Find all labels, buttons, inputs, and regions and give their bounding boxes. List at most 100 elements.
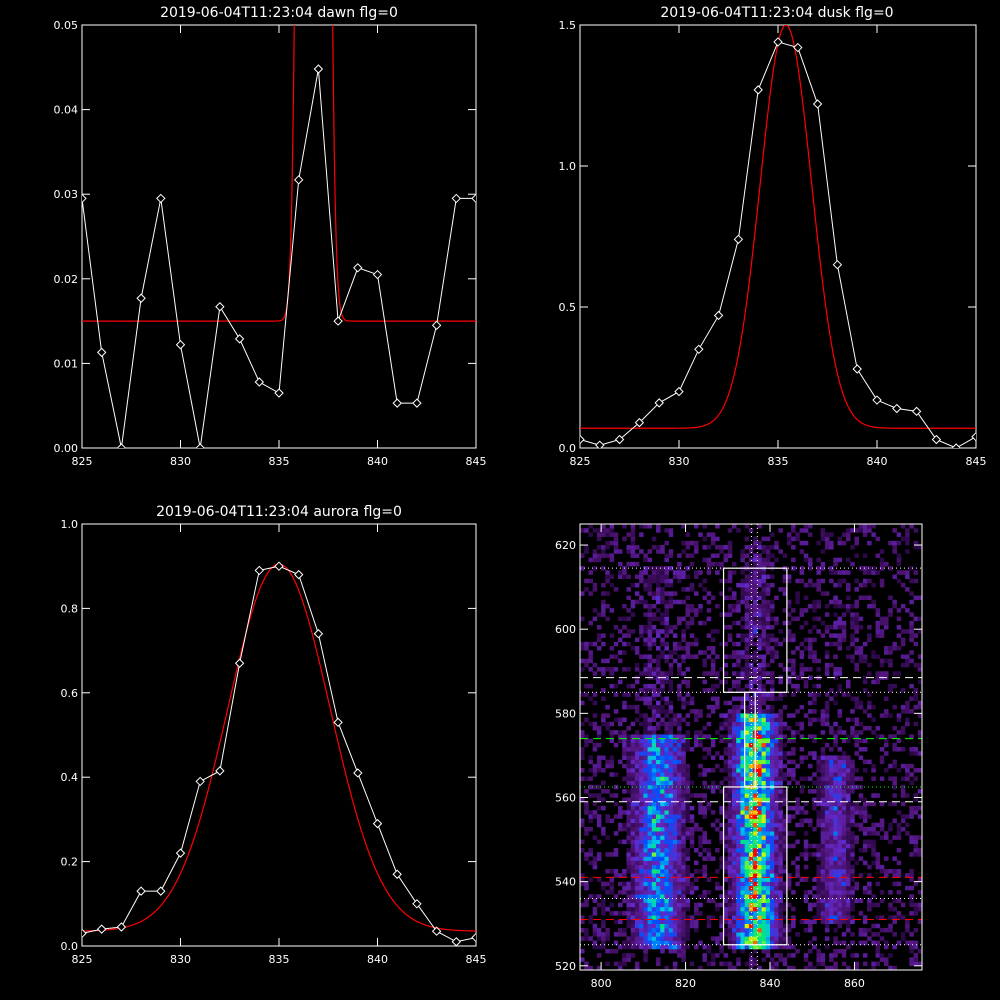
heatmap-cell <box>723 826 729 832</box>
heatmap-cell <box>786 885 792 891</box>
heatmap-cell <box>875 881 881 887</box>
heatmap-cell <box>672 793 678 798</box>
heatmap-cell <box>677 932 682 937</box>
heatmap-cell <box>748 747 754 752</box>
heatmap-cell <box>698 730 703 735</box>
heatmap-cell <box>736 759 741 765</box>
heatmap-cell <box>820 566 826 571</box>
heatmap-cell <box>837 599 843 605</box>
heatmap-cell <box>643 725 648 731</box>
heatmap-cell <box>656 578 661 584</box>
heatmap-cell <box>761 629 767 634</box>
heatmap-cell <box>774 730 779 735</box>
heatmap-cell <box>744 801 750 807</box>
heatmap-cell <box>689 814 695 819</box>
heatmap-cell <box>833 595 838 601</box>
heatmap-cell <box>643 772 648 777</box>
heatmap-cell <box>824 793 830 798</box>
heatmap-cell <box>732 890 737 895</box>
heatmap-cell <box>820 864 826 870</box>
heatmap-cell <box>651 612 657 617</box>
heatmap-cell <box>681 801 686 807</box>
y-tick-label: 1.5 <box>559 19 577 32</box>
heatmap-cell <box>643 654 648 659</box>
heatmap-cell <box>774 814 779 819</box>
heatmap-cell <box>888 906 893 912</box>
heatmap-cell <box>782 940 788 946</box>
heatmap-cell <box>770 873 775 878</box>
heatmap-cell <box>862 814 868 819</box>
heatmap-cell <box>744 721 750 727</box>
heatmap-cell <box>770 679 775 685</box>
heatmap-cell <box>630 923 636 929</box>
heatmap-cell <box>778 528 783 533</box>
heatmap-cell <box>808 641 813 647</box>
heatmap-cell <box>647 574 653 579</box>
heatmap-cell <box>732 843 737 849</box>
heatmap-cell <box>761 557 767 563</box>
heatmap-cell <box>816 890 821 895</box>
heatmap-cell <box>672 624 678 630</box>
heatmap-cell <box>702 839 707 845</box>
heatmap-cell <box>668 822 674 828</box>
heatmap-cell <box>643 860 648 866</box>
heatmap-cell <box>634 763 640 769</box>
heatmap-cell <box>753 839 758 845</box>
heatmap-cell <box>753 923 758 929</box>
heatmap-cell <box>854 540 859 546</box>
heatmap-cell <box>795 932 800 937</box>
heatmap-cell <box>846 852 851 857</box>
heatmap-cell <box>841 881 847 887</box>
heatmap-cell <box>896 616 902 622</box>
heatmap-cell <box>664 730 669 735</box>
heatmap-cell <box>605 927 610 933</box>
heatmap-cell <box>740 696 745 702</box>
heatmap-cell <box>651 822 657 828</box>
heatmap-cell <box>732 696 737 702</box>
heatmap-cell <box>618 721 623 727</box>
heatmap-cell <box>685 654 691 659</box>
heatmap-cell <box>723 915 729 920</box>
heatmap-cell <box>677 730 682 735</box>
heatmap-cell <box>584 932 589 937</box>
heatmap-cell <box>774 620 779 626</box>
heatmap-cell <box>732 915 737 920</box>
heatmap-cell <box>723 797 729 802</box>
heatmap-cell <box>757 839 762 845</box>
heatmap-cell <box>584 902 589 908</box>
heatmap-cell <box>622 524 627 529</box>
heatmap-cell <box>748 839 754 845</box>
heatmap-cell <box>782 755 788 760</box>
heatmap-cell <box>765 751 771 756</box>
heatmap-cell <box>727 843 733 849</box>
heatmap-cell <box>786 923 792 929</box>
heatmap-cell <box>639 713 644 718</box>
heatmap-cell <box>584 965 589 971</box>
heatmap-cell <box>740 717 745 723</box>
heatmap-cell <box>727 789 733 794</box>
heatmap-cell <box>664 612 669 617</box>
heatmap-cell <box>833 864 838 870</box>
heatmap-cell <box>677 654 682 659</box>
heatmap-cell <box>698 839 703 845</box>
heatmap-cell <box>829 797 834 802</box>
heatmap-cell <box>647 633 653 638</box>
heatmap-cell <box>639 721 644 727</box>
heatmap-cell <box>634 826 640 832</box>
heatmap-cell <box>892 599 897 605</box>
heatmap-cell <box>782 667 788 672</box>
heatmap-cell <box>643 582 648 588</box>
heatmap-cell <box>896 738 902 744</box>
heatmap-cell <box>905 549 910 554</box>
heatmap-cell <box>672 948 678 954</box>
heatmap-cell <box>656 932 661 937</box>
heatmap-cell <box>723 961 729 967</box>
heatmap-cell <box>770 847 775 853</box>
heatmap-cell <box>850 620 855 626</box>
heatmap-cell <box>736 810 741 815</box>
heatmap-cell <box>791 536 796 542</box>
heatmap-cell <box>757 557 762 563</box>
heatmap-cell <box>634 835 640 840</box>
heatmap-cell <box>761 747 767 752</box>
heatmap-cell <box>757 717 762 723</box>
